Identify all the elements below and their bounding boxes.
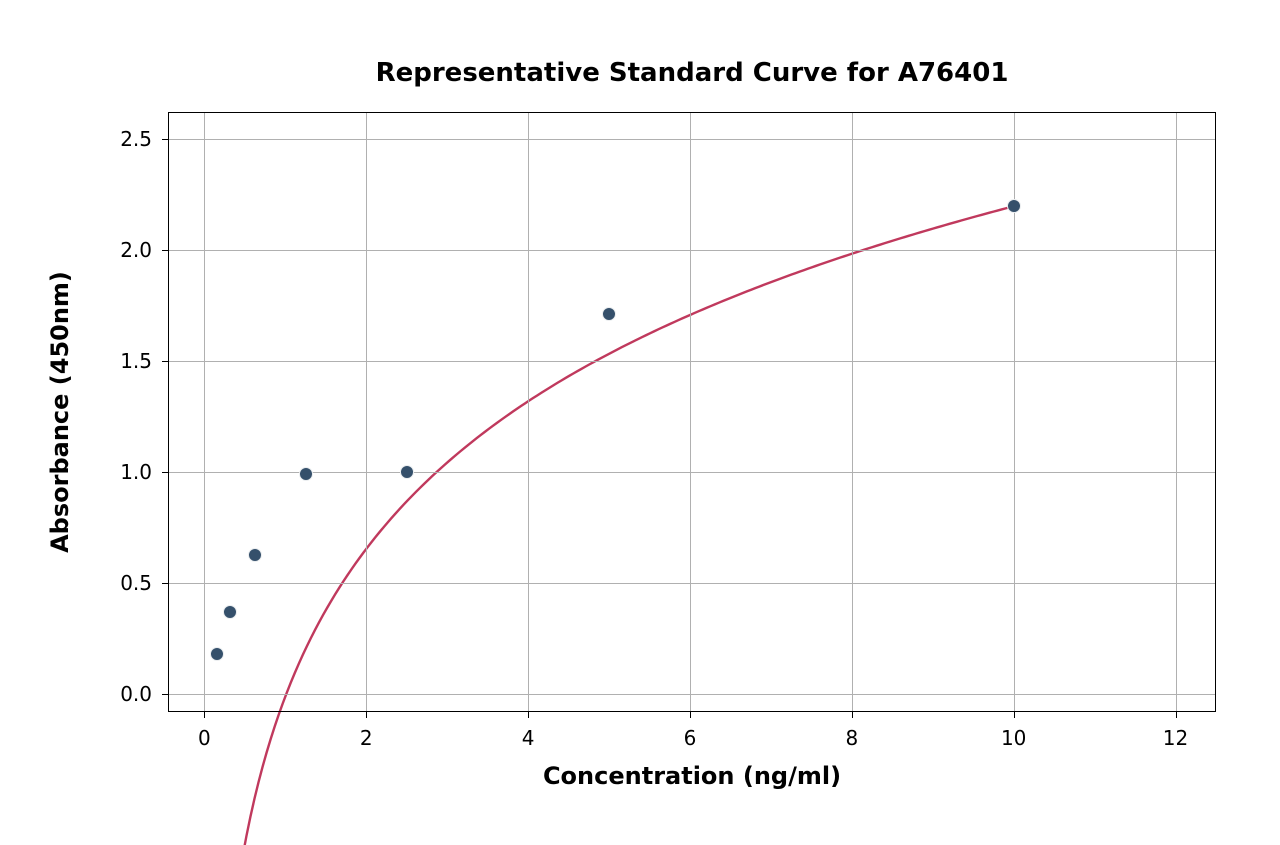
data-point [299,467,313,481]
y-gridline [168,694,1216,695]
plot-area [168,112,1216,712]
x-tick-label: 2 [360,726,373,750]
y-gridline [168,361,1216,362]
x-tick-mark [1176,712,1177,718]
y-gridline [168,139,1216,140]
x-gridline [366,112,367,712]
y-tick-label: 1.0 [120,460,152,484]
fit-curve-path [206,206,1014,845]
x-axis-label: Concentration (ng/ml) [543,762,841,790]
x-tick-label: 8 [845,726,858,750]
y-tick-mark [162,139,168,140]
data-point [223,605,237,619]
y-tick-label: 0.5 [120,571,152,595]
spine-left [168,112,169,712]
y-gridline [168,583,1216,584]
chart-container: Representative Standard Curve for A76401… [0,0,1280,845]
x-gridline [1176,112,1177,712]
x-tick-label: 4 [522,726,535,750]
spine-bottom [168,711,1216,712]
y-axis-label: Absorbance (450nm) [46,271,74,553]
data-point [1007,199,1021,213]
x-tick-label: 10 [1001,726,1026,750]
y-tick-label: 2.5 [120,127,152,151]
x-tick-mark [366,712,367,718]
x-tick-mark [1014,712,1015,718]
y-tick-mark [162,361,168,362]
chart-title: Representative Standard Curve for A76401 [376,58,1009,88]
y-tick-mark [162,694,168,695]
y-tick-label: 1.5 [120,349,152,373]
x-gridline [528,112,529,712]
data-point [602,307,616,321]
data-point [400,465,414,479]
x-gridline [204,112,205,712]
x-tick-label: 0 [198,726,211,750]
x-tick-mark [204,712,205,718]
spine-right [1215,112,1216,712]
x-tick-label: 12 [1163,726,1188,750]
y-tick-mark [162,472,168,473]
y-gridline [168,472,1216,473]
x-gridline [852,112,853,712]
x-tick-mark [852,712,853,718]
y-tick-label: 2.0 [120,238,152,262]
x-tick-mark [528,712,529,718]
y-tick-label: 0.0 [120,682,152,706]
x-tick-mark [690,712,691,718]
x-tick-label: 6 [684,726,697,750]
y-tick-mark [162,583,168,584]
data-point [210,647,224,661]
fit-curve [168,112,1216,712]
y-gridline [168,250,1216,251]
y-tick-mark [162,250,168,251]
x-gridline [690,112,691,712]
spine-top [168,112,1216,113]
data-point [248,548,262,562]
